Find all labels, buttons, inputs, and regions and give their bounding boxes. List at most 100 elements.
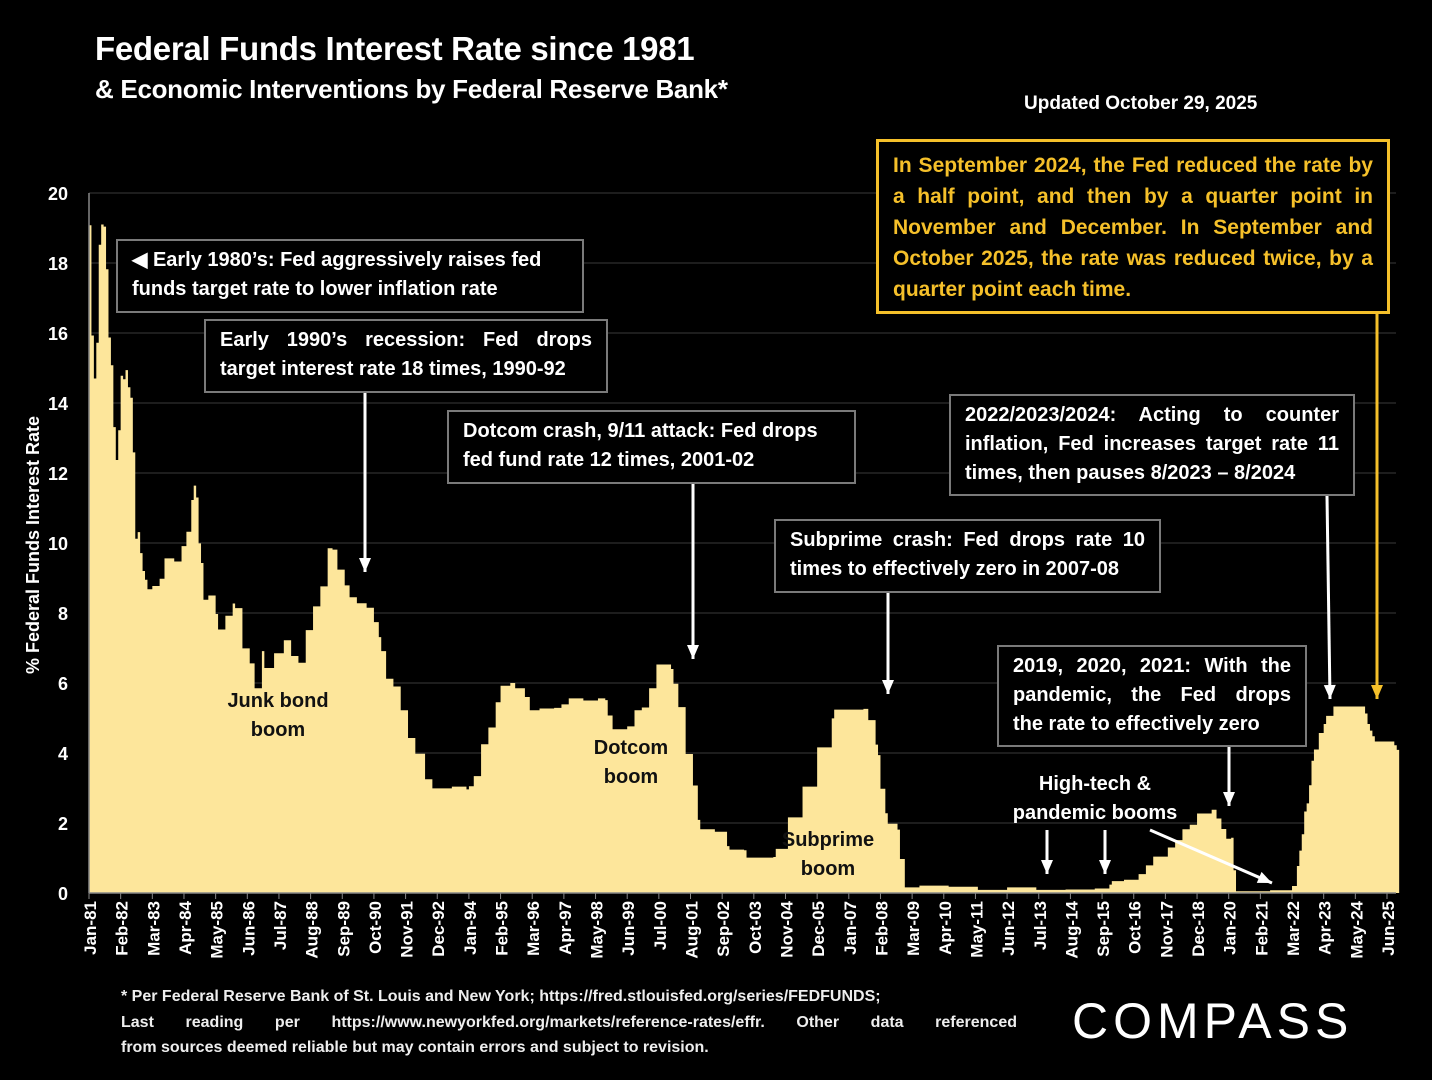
annotation-2024-2025-cuts: In September 2024, the Fed reduced the r…: [876, 139, 1390, 314]
arrow-line: [1149, 828, 1273, 885]
chart-title: Federal Funds Interest Rate since 1981: [95, 30, 695, 67]
arrow-head: [1256, 871, 1272, 883]
annotation-early-1980s: ◀ Early 1980’s: Fed aggressively raises …: [116, 239, 584, 313]
x-tick-label: Apr-10: [936, 901, 955, 955]
dotcom-boom-label: Dotcom boom: [571, 734, 691, 792]
label-line: High-tech &: [1038, 773, 1152, 795]
label-line: boom: [250, 719, 306, 741]
x-tick-label: Oct-03: [746, 901, 765, 954]
annotation-line: times, then pauses 8/2023 – 8/2024: [965, 462, 1296, 484]
label-line: pandemic booms: [1012, 802, 1178, 824]
y-tick-label: 12: [48, 464, 68, 484]
compass-logo: COMPASS: [1072, 993, 1354, 1049]
y-tick-label: 4: [58, 744, 68, 764]
x-tick-label: Sep-02: [714, 901, 733, 957]
updated-date: Updated October 29, 2025: [1024, 93, 1258, 114]
annotation-line: inflation, Fed increases target rate 11: [965, 433, 1339, 455]
label-line: Dotcom: [593, 737, 669, 759]
label-line: Subprime: [781, 829, 875, 851]
x-tick-label: Nov-91: [398, 901, 417, 958]
annotation-line: pandemic, the Fed drops: [1013, 684, 1291, 706]
y-tick-label: 2: [58, 814, 68, 834]
footnote-line: * Per Federal Reserve Bank of St. Louis …: [121, 988, 881, 1005]
x-tick-label: Sep-89: [334, 901, 353, 957]
x-tick-label: Feb-21: [1252, 901, 1271, 956]
footnote: * Per Federal Reserve Bank of St. Louis …: [121, 984, 1017, 1061]
x-tick-label: Jul-13: [1031, 901, 1050, 950]
x-tick-label: Mar-83: [144, 901, 163, 956]
annotation-line: ◀ Early 1980’s: Fed aggressively raises …: [132, 249, 542, 271]
y-tick-label: 16: [48, 324, 68, 344]
x-tick-label: Nov-04: [777, 900, 796, 957]
arrow-head: [1323, 684, 1336, 699]
x-tick-label: May-24: [1347, 900, 1366, 958]
annotation-line: 2019, 2020, 2021: With the: [1013, 655, 1291, 677]
x-tick-label: Oct-90: [366, 901, 385, 954]
x-tick-label: Apr-84: [176, 900, 195, 954]
x-tick-label: Dec-92: [429, 901, 448, 957]
arrow-head: [882, 680, 894, 694]
x-tick-label: Apr-23: [1316, 901, 1335, 955]
annotation-line: times to effectively zero in 2007-08: [790, 558, 1120, 580]
annotation-line: target interest rate 18 times, 1990-92: [220, 358, 566, 380]
arrow-head: [1223, 792, 1235, 806]
x-tick-label: Oct-16: [1126, 901, 1145, 954]
x-tick-label: Mar-22: [1284, 901, 1303, 956]
arrow-line: [1325, 495, 1332, 700]
label-line: boom: [800, 858, 856, 880]
x-tick-label: Jan-07: [841, 901, 860, 955]
annotation-line: Subprime crash: Fed drops rate 10: [790, 529, 1145, 551]
arrow-head: [1099, 860, 1111, 874]
x-tick-label: Jul-00: [651, 901, 670, 950]
x-tick-label: Aug-14: [1062, 900, 1081, 958]
x-tick-label: Mar-96: [524, 901, 543, 956]
x-tick-label: Jun-12: [999, 901, 1018, 956]
x-tick-label: Feb-95: [493, 901, 512, 956]
x-tick-label: May-11: [967, 901, 986, 958]
x-tick-label: May-85: [208, 901, 227, 959]
annotation-subprime-crash: Subprime crash: Fed drops rate 10 times t…: [774, 519, 1161, 593]
y-tick-label: 10: [48, 534, 68, 554]
footnote-line: from sources deemed reliable but may con…: [121, 1039, 709, 1056]
subprime-boom-label: Subprime boom: [763, 826, 893, 884]
annotation-early-1990s: Early 1990’s recession: Fed drops target …: [204, 319, 608, 393]
x-tick-label: Jan-94: [461, 900, 480, 954]
label-line: boom: [603, 766, 659, 788]
arrow-head: [687, 645, 699, 659]
x-tick-label: Aug-88: [303, 901, 322, 959]
x-tick-label: Jul-87: [271, 901, 290, 950]
x-tick-label: May-98: [588, 901, 607, 959]
annotation-line: the rate to effectively zero: [1013, 713, 1260, 735]
y-tick-label: 20: [48, 184, 68, 204]
y-tick-label: 8: [58, 604, 68, 624]
x-tick-label: Aug-01: [683, 901, 702, 959]
annotation-pandemic: 2019, 2020, 2021: With the pandemic, the …: [997, 645, 1307, 747]
hitech-pandemic-booms-label: High-tech & pandemic booms: [1000, 770, 1190, 828]
x-tick-label: Apr-97: [556, 901, 575, 955]
junk-bond-boom-label: Junk bond boom: [208, 687, 348, 745]
annotation-line: Early 1990’s recession: Fed drops: [220, 329, 592, 351]
annotation-arrows: [359, 314, 1383, 885]
rate-area: [89, 224, 1400, 893]
arrow-head: [1371, 685, 1383, 699]
x-tick-label: Jan-81: [81, 901, 100, 955]
footnote-line: Last reading per https://www.newyorkfed.…: [121, 1013, 1017, 1031]
y-tick-label: 14: [48, 394, 68, 414]
arrow-head: [1041, 860, 1053, 874]
y-tick-label: 0: [58, 884, 68, 904]
annotation-2022-2024: 2022/2023/2024: Acting to counter inflati…: [949, 394, 1355, 496]
annotation-line: fed fund rate 12 times, 2001-02: [463, 449, 755, 471]
x-tick-label: Feb-08: [872, 901, 891, 956]
x-tick-label: Jun-99: [619, 901, 638, 956]
annotation-line: Dotcom crash, 9/11 attack: Fed drops: [463, 420, 818, 442]
x-tick-label: Feb-82: [113, 901, 132, 956]
annotation-line: funds target rate to lower inflation rat…: [132, 278, 498, 300]
y-tick-label: 18: [48, 254, 68, 274]
chart-subtitle: & Economic Interventions by Federal Rese…: [95, 74, 728, 104]
x-tick-label: Sep-15: [1094, 901, 1113, 957]
y-tick-label: 6: [58, 674, 68, 694]
annotation-line: 2022/2023/2024: Acting to counter: [965, 404, 1339, 426]
annotation-dotcom-crash: Dotcom crash, 9/11 attack: Fed drops fed …: [447, 410, 856, 484]
y-axis-label: % Federal Funds Interest Rate: [23, 416, 43, 674]
label-line: Junk bond: [227, 690, 329, 712]
